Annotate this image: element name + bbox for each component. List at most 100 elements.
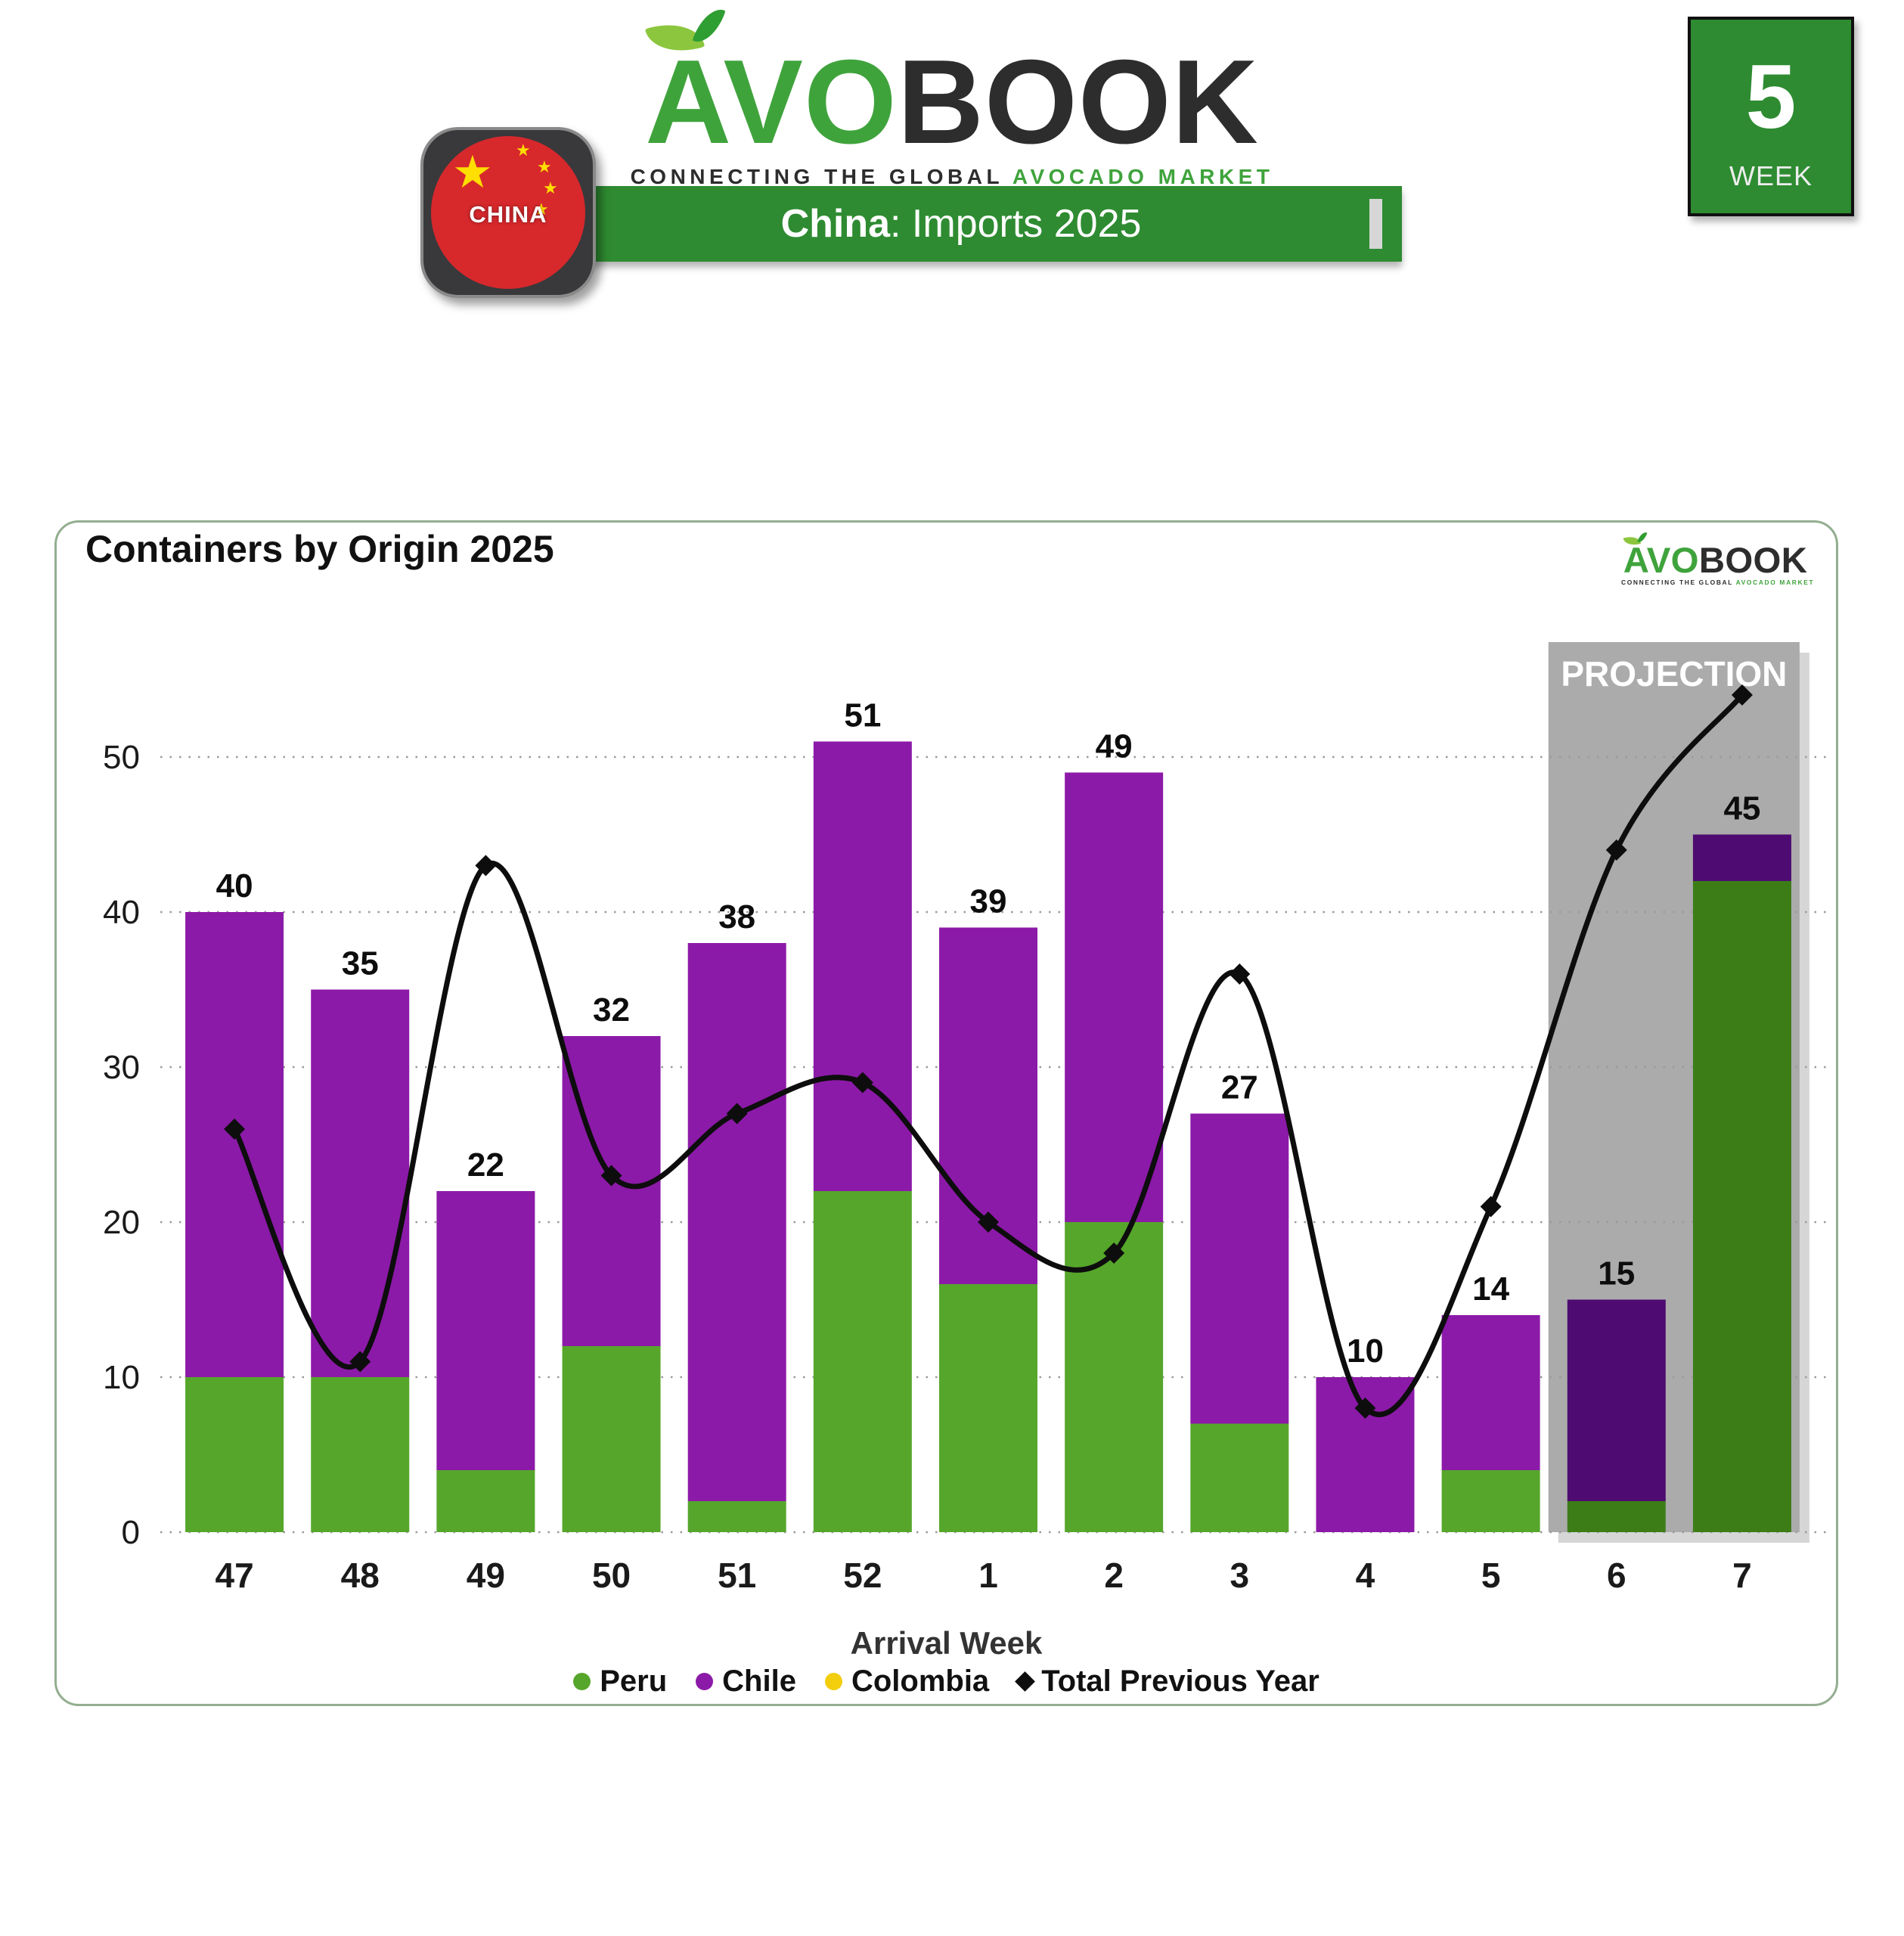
x-tick-label: 3 [1230,1556,1250,1595]
x-tick-label: 7 [1732,1556,1752,1595]
line-marker-diamond [978,1212,999,1233]
banner-country: China [780,202,891,246]
containers-by-origin-chart: PROJECTION010203040504047354822493250385… [103,642,1832,1595]
leaf-dark-icon [692,3,726,48]
x-tick-label: 5 [1481,1556,1501,1595]
dot-marker-icon [573,1673,591,1690]
x-tick-label: 47 [215,1556,253,1595]
bar-segment-chile [813,741,912,1191]
flag-star-icon: ★ [534,200,549,219]
tagline-green: AVOCADO MARKET [1012,165,1274,188]
logo-avo-text: AVO [645,36,898,169]
bar-segment-peru [311,1377,410,1532]
avocado-leaf-icon [644,3,754,61]
legend-item-colombia: Colombia [824,1665,989,1699]
y-tick-label: 20 [103,1204,140,1241]
y-tick-label: 10 [103,1359,140,1396]
dot-marker-icon [696,1673,714,1690]
legend-item-total-previous-year: Total Previous Year [1015,1665,1319,1699]
country-banner: China: Imports 2025 [520,186,1402,262]
bar-segment-chile [436,1191,535,1470]
bar-total-label: 38 [718,898,755,935]
line-marker-diamond [851,1072,873,1094]
tagline-green: AVOCADO MARKET [1735,579,1815,586]
bar-total-label: 22 [467,1146,504,1184]
avobook-logo-wordmark: AVOBOOK [644,3,1259,162]
x-axis-title: Arrival Week [850,1625,1043,1661]
logo-book-text: BOOK [897,36,1259,169]
legend-label: Chile [722,1665,796,1698]
flag-star-icon: ★ [537,157,552,176]
diamond-marker-icon [1015,1671,1036,1692]
bar-total-label: 35 [342,945,379,982]
bar-total-label: 45 [1723,790,1760,827]
legend-label: Peru [600,1665,668,1698]
line-marker-diamond [600,1165,622,1187]
bar-segment-peru [185,1377,284,1532]
bar-segment-chile [1567,1299,1666,1501]
week-badge: 5 WEEK [1688,17,1854,216]
bar-segment-peru [1692,881,1791,1532]
week-number: 5 [1745,46,1797,147]
legend-label: Total Previous Year [1041,1665,1319,1698]
x-tick-label: 6 [1607,1556,1626,1595]
chart-title: Containers by Origin 2025 [85,528,554,570]
flag-country-label: CHINA [469,201,547,228]
bar-segment-chile [1441,1315,1540,1470]
line-marker-diamond [1480,1196,1502,1218]
tagline-dark: CONNECTING THE GLOBAL [630,165,1003,188]
flag-star-icon: ★ [543,178,558,197]
projection-label: PROJECTION [1561,654,1787,693]
logo-book-text: BOOK [1698,540,1808,581]
bar-segment-peru [687,1501,786,1532]
x-tick-label: 51 [718,1556,756,1595]
week-label: WEEK [1729,160,1813,191]
y-tick-label: 30 [103,1049,140,1086]
logo-tagline: CONNECTING THE GLOBAL AVOCADO MARKET [1621,579,1813,587]
avobook-logo: AVOBOOK CONNECTING THE GLOBAL AVOCADO MA… [631,3,1274,189]
bar-total-label: 32 [593,991,630,1028]
china-flag-circle: ★ ★ ★ ★ ★ CHINA [431,136,585,289]
y-tick-label: 40 [103,894,140,931]
x-tick-label: 4 [1356,1556,1375,1595]
bar-segment-chile [1065,772,1164,1222]
bar-segment-peru [1190,1423,1289,1532]
bar-segment-chile [562,1036,661,1346]
bar-segment-peru [1065,1222,1164,1532]
bar-total-label: 27 [1221,1069,1258,1106]
banner-rest: : Imports 2025 [890,202,1142,246]
line-marker-diamond [1731,684,1753,706]
bar-segment-chile [687,943,786,1501]
bar-segment-chile [185,912,284,1377]
x-tick-label: 49 [467,1556,505,1595]
x-tick-label: 50 [592,1556,631,1595]
bar-segment-peru [562,1346,661,1532]
bar-total-label: 51 [844,697,881,734]
bar-total-label: 10 [1347,1333,1384,1370]
bar-segment-peru [939,1284,1037,1532]
leaf-dark-icon [1637,530,1648,544]
line-marker-diamond [1605,839,1627,861]
banner-accent-bar [1369,199,1382,249]
legend: Peru Chile Colombia Total Previous Year [57,1665,1836,1699]
y-tick-label: 50 [103,739,140,776]
avobook-logo-small: AVOBOOK CONNECTING THE GLOBAL AVOCADO MA… [1621,530,1813,595]
x-tick-label: 48 [341,1556,380,1595]
logo-tagline: CONNECTING THE GLOBAL AVOCADO MARKET [631,165,1274,189]
avobook-logo-small-inner: AVOBOOK CONNECTING THE GLOBAL AVOCADO MA… [1621,530,1813,587]
bar-total-label: 14 [1472,1270,1509,1308]
bar-segment-peru [436,1470,535,1532]
logo-avo-text: AVO [1623,540,1699,581]
legend-item-peru: Peru [573,1665,667,1699]
chart-card: Containers by Origin 2025 AVOBOOK CONNEC… [54,520,1838,1706]
x-tick-label: 1 [978,1556,998,1595]
avocado-leaf-icon [1623,530,1656,548]
bar-segment-chile [1190,1113,1289,1424]
flag-star-icon: ★ [516,141,531,160]
bar-total-label: 40 [216,867,253,904]
legend-item-chile: Chile [696,1665,796,1699]
bar-segment-peru [813,1191,912,1532]
line-marker-diamond [1103,1243,1125,1264]
y-tick-label: 0 [122,1514,140,1551]
